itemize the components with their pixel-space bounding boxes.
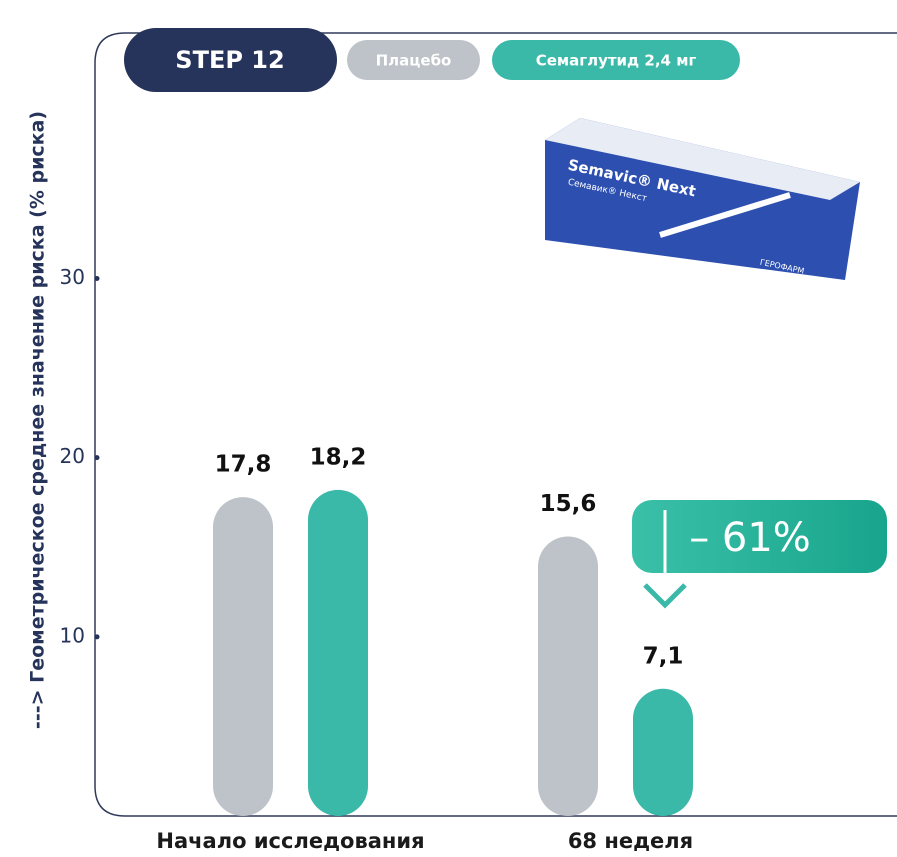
plot-frame bbox=[94, 32, 897, 817]
legend-label: Семаглутид 2,4 мг bbox=[536, 52, 697, 70]
value-label: 15,6 bbox=[540, 491, 597, 517]
annotation-box bbox=[632, 500, 887, 573]
product-box bbox=[545, 118, 860, 280]
legend-label: Плацебо bbox=[376, 52, 452, 70]
y-tick-label: 10 bbox=[60, 623, 85, 647]
product-image: Semavic® Next Семавик® Некст ГЕРОФАРМ bbox=[545, 118, 860, 280]
product-box-top bbox=[545, 118, 860, 200]
legend-swatch bbox=[492, 40, 740, 80]
bar bbox=[308, 489, 368, 816]
y-tick-label: 20 bbox=[60, 444, 85, 468]
x-tick-label: Начало исследования bbox=[156, 829, 424, 853]
y-tick-label: 30 bbox=[60, 265, 85, 289]
y-tick-mark bbox=[94, 455, 100, 461]
bar bbox=[633, 688, 693, 816]
arrow-head bbox=[643, 583, 687, 609]
product-pen bbox=[659, 192, 791, 238]
x-tick-label: 68 неделя bbox=[568, 829, 693, 853]
value-label: 18,2 bbox=[310, 444, 367, 470]
annotation: – 61% bbox=[689, 515, 811, 561]
value-label: 17,8 bbox=[215, 452, 272, 478]
y-axis-label: ---> Геометрическое среднее значение рис… bbox=[27, 111, 49, 729]
legend-swatch bbox=[347, 40, 480, 80]
y-tick-mark bbox=[94, 275, 100, 281]
title-pill bbox=[124, 28, 337, 92]
chart-title: STEP 12 bbox=[175, 46, 284, 74]
bar bbox=[538, 536, 598, 816]
bar bbox=[213, 497, 273, 816]
value-label: 7,1 bbox=[643, 643, 684, 669]
y-tick-mark bbox=[94, 634, 100, 640]
